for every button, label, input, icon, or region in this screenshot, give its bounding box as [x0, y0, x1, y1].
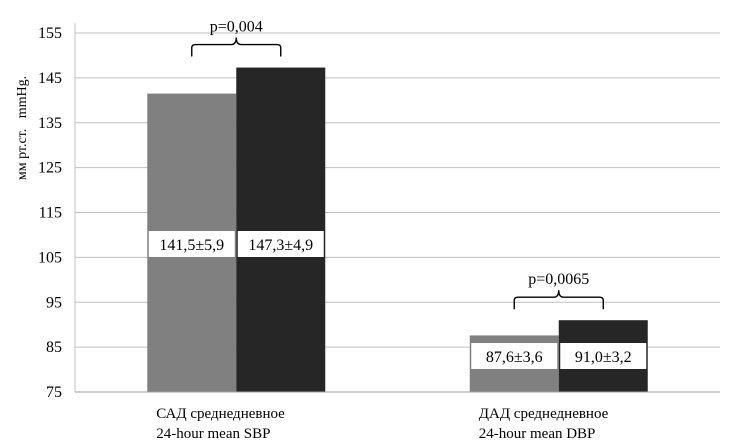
y-tick-label: 105: [38, 249, 62, 266]
y-tick-label: 145: [38, 70, 62, 87]
category-label-line2: 24-hour mean SBP: [156, 426, 270, 442]
data-label: 147,3±4,9: [248, 237, 313, 254]
y-tick-label: 135: [38, 115, 62, 132]
significance-brace: [191, 37, 282, 57]
category-label-line1: ДАД среднедневное: [479, 406, 609, 422]
y-axis-label: мм рт.ст. mmHg.: [15, 76, 30, 180]
y-tick-label: 125: [38, 160, 62, 177]
data-label: 91,0±3,2: [575, 349, 632, 366]
data-label-box: [560, 343, 647, 369]
bars: 141,5±5,9 147,3±4,9 87,6±3,6 91,0±3,2: [147, 67, 648, 393]
y-axis-ticks: 75 85 95 105 115 125 135 145 155: [38, 25, 62, 401]
data-label-box: [471, 343, 558, 369]
data-label: 87,6±3,6: [486, 349, 543, 366]
category-label-line2: 24-hour mean DBP: [479, 426, 596, 442]
y-tick-label: 115: [39, 205, 62, 222]
x-axis-categories: САД среднедневное 24-hour mean SBP ДАД сре…: [156, 406, 608, 442]
category-label-line1: САД среднедневное: [156, 406, 285, 422]
y-tick-label: 95: [46, 294, 62, 311]
p-value-label: p=0,004: [210, 19, 263, 36]
data-label: 141,5±5,9: [159, 237, 224, 254]
data-label-box: [237, 231, 324, 257]
y-tick-label: 85: [46, 339, 62, 356]
significance-brace: [513, 290, 604, 310]
bar: [236, 67, 326, 393]
data-label-box: [148, 231, 235, 257]
p-value-label: p=0,0065: [528, 271, 589, 288]
y-tick-label: 75: [46, 384, 62, 401]
y-tick-label: 155: [38, 25, 62, 42]
